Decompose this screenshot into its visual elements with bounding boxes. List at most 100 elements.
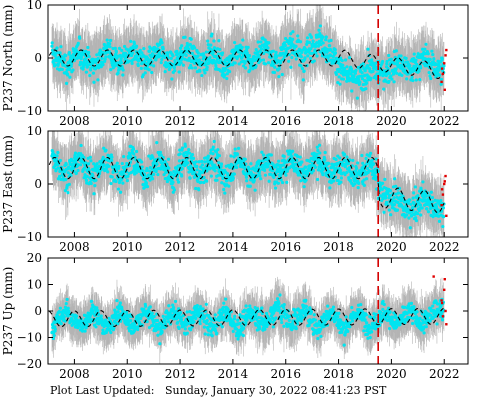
- data-point: [189, 37, 193, 41]
- data-point: [85, 174, 89, 179]
- data-point: [301, 48, 305, 52]
- data-point: [76, 164, 80, 168]
- data-point: [394, 67, 398, 71]
- data-point: [261, 58, 266, 62]
- data-point: [333, 48, 337, 52]
- data-point: [159, 167, 163, 171]
- data-point: [160, 57, 164, 62]
- data-point: [210, 32, 214, 36]
- data-point: [73, 151, 78, 155]
- data-point: [280, 72, 284, 77]
- data-point: [121, 181, 125, 185]
- data-point: [314, 44, 318, 49]
- data-point: [62, 58, 67, 62]
- data-point: [67, 182, 71, 186]
- data-point: [132, 152, 136, 156]
- data-point: [84, 70, 89, 74]
- data-point: [387, 79, 391, 84]
- data-point: [187, 167, 191, 171]
- data-point: [364, 87, 368, 91]
- data-point: [370, 58, 374, 62]
- data-point: [233, 61, 237, 65]
- x-tick-label: 2016: [270, 114, 301, 128]
- data-point: [283, 43, 287, 48]
- data-point: [251, 67, 255, 71]
- data-point: [66, 171, 70, 175]
- data-point: [329, 38, 333, 43]
- data-point: [358, 80, 362, 84]
- data-point: [114, 179, 118, 184]
- data-point: [404, 56, 408, 61]
- data-point: [142, 46, 146, 51]
- data-point: [369, 76, 373, 81]
- data-point: [177, 171, 181, 175]
- data-point: [267, 41, 271, 45]
- data-point: [213, 163, 217, 167]
- data-point: [74, 171, 78, 175]
- data-point: [136, 63, 140, 68]
- data-point: [76, 168, 80, 173]
- data-point: [110, 175, 114, 179]
- data-point: [266, 46, 270, 50]
- data-point: [64, 54, 68, 58]
- data-point: [57, 174, 62, 179]
- data-point: [220, 168, 224, 172]
- data-point: [211, 152, 215, 156]
- data-point: [183, 35, 187, 39]
- data-point: [101, 155, 105, 159]
- data-point: [66, 191, 70, 195]
- data-point: [214, 64, 218, 68]
- data-point: [277, 67, 281, 71]
- data-point: [299, 64, 303, 68]
- data-point: [180, 167, 184, 171]
- data-point: [50, 41, 54, 45]
- data-point: [411, 78, 415, 83]
- data-point: [228, 165, 232, 170]
- data-point: [119, 57, 123, 61]
- data-point: [433, 68, 437, 73]
- data-point: [212, 46, 217, 50]
- data-point: [145, 184, 150, 189]
- data-point: [233, 40, 237, 45]
- data-point: [52, 58, 56, 63]
- data-point: [400, 73, 404, 77]
- data-point: [240, 45, 244, 49]
- data-point: [188, 42, 192, 47]
- data-point: [147, 60, 151, 64]
- data-point: [342, 66, 347, 70]
- data-point: [79, 143, 83, 148]
- data-point: [95, 162, 99, 166]
- data-point: [255, 173, 259, 177]
- data-point: [213, 169, 217, 173]
- data-point: [432, 57, 436, 61]
- data-point: [117, 180, 122, 185]
- data-point: [152, 64, 156, 68]
- data-point: [92, 192, 96, 196]
- data-point: [155, 162, 159, 166]
- data-point: [58, 158, 62, 163]
- data-point: [120, 48, 124, 52]
- data-point: [60, 67, 64, 72]
- data-point: [412, 52, 416, 56]
- data-point: [195, 168, 199, 172]
- data-point: [215, 155, 219, 160]
- data-point: [87, 50, 91, 55]
- data-point: [321, 35, 325, 39]
- data-point: [186, 161, 190, 165]
- data-point: [232, 172, 236, 176]
- data-point: [259, 40, 263, 44]
- data-point: [340, 66, 344, 70]
- data-point: [68, 75, 72, 79]
- x-tick-label: 2008: [59, 114, 90, 128]
- data-point: [64, 177, 68, 182]
- data-point: [121, 73, 125, 77]
- data-point: [340, 58, 344, 63]
- data-point: [245, 179, 249, 183]
- x-tick-label: 2012: [165, 114, 196, 128]
- data-point: [389, 74, 393, 78]
- data-point: [179, 61, 183, 65]
- data-point: [102, 163, 106, 167]
- data-point: [110, 158, 114, 163]
- data-point: [231, 176, 235, 180]
- data-point: [355, 96, 359, 100]
